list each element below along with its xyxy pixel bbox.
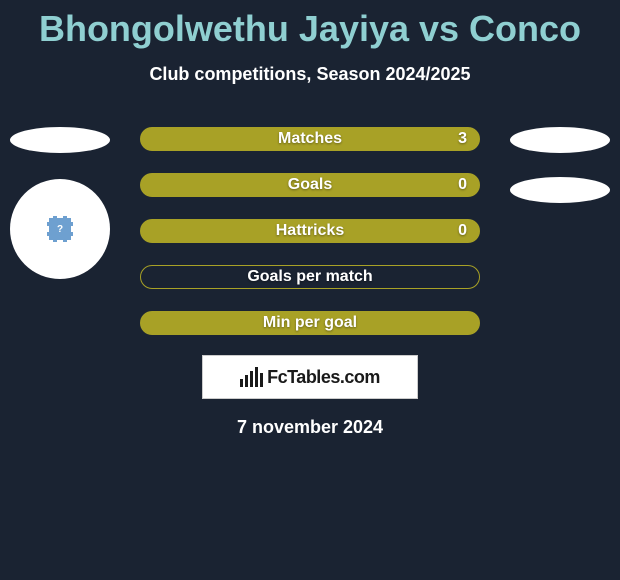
stat-label: Hattricks	[276, 222, 344, 240]
stat-row-matches: Matches 3	[140, 127, 480, 151]
chart-icon	[240, 367, 263, 387]
stat-value: 3	[458, 130, 467, 148]
left-circle-badge: ?	[10, 179, 110, 279]
page-title: Bhongolwethu Jayiya vs Conco	[0, 8, 620, 50]
logo-box: FcTables.com	[202, 355, 418, 399]
comparison-area: ? Matches 3 Goals 0 Hattricks 0 Goals pe…	[0, 127, 620, 347]
stat-label: Min per goal	[263, 314, 357, 332]
right-ellipse-1	[510, 127, 610, 153]
logo-bar	[240, 379, 243, 387]
logo-content: FcTables.com	[240, 367, 380, 388]
badge-placeholder-icon: ?	[47, 216, 73, 242]
logo-bar	[255, 367, 258, 387]
logo-bar	[250, 371, 253, 387]
stat-label: Matches	[278, 130, 342, 148]
subtitle: Club competitions, Season 2024/2025	[0, 64, 620, 85]
stat-label: Goals	[288, 176, 332, 194]
stat-value: 0	[458, 176, 467, 194]
stat-row-min-per-goal: Min per goal	[140, 311, 480, 335]
stat-row-hattricks: Hattricks 0	[140, 219, 480, 243]
stat-value: 0	[458, 222, 467, 240]
logo-bar	[245, 375, 248, 387]
badge-question-mark: ?	[57, 224, 63, 235]
right-player-decor	[510, 127, 610, 227]
left-ellipse	[10, 127, 110, 153]
stat-row-goals-per-match: Goals per match	[140, 265, 480, 289]
left-player-decor: ?	[10, 127, 110, 279]
main-container: Bhongolwethu Jayiya vs Conco Club compet…	[0, 0, 620, 438]
stat-row-goals: Goals 0	[140, 173, 480, 197]
stat-label: Goals per match	[247, 268, 372, 286]
date-text: 7 november 2024	[0, 417, 620, 438]
logo-bar	[260, 373, 263, 387]
stat-rows-container: Matches 3 Goals 0 Hattricks 0 Goals per …	[140, 127, 480, 335]
logo-text: FcTables.com	[267, 367, 380, 388]
right-ellipse-2	[510, 177, 610, 203]
